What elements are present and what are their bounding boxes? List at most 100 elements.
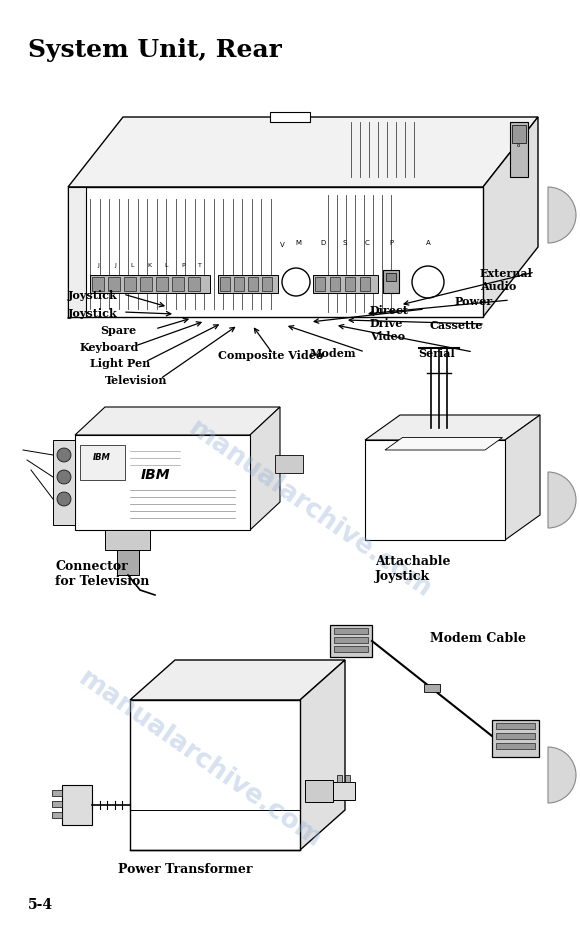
Bar [105,530,150,550]
Bar [52,801,62,807]
Bar [510,122,528,177]
Polygon shape [250,407,280,530]
Text: Attachable: Attachable [375,555,451,568]
Bar [365,440,505,540]
Bar [345,277,355,291]
Bar [218,275,278,293]
Text: P: P [389,240,393,246]
Text: Serial: Serial [418,348,455,359]
Bar [52,812,62,818]
Text: Modem: Modem [310,348,357,359]
Polygon shape [385,438,502,450]
Bar [52,790,62,796]
Bar [337,775,342,782]
Bar [334,628,368,634]
Text: for Television: for Television [55,575,150,588]
Text: External
Audio: External Audio [480,268,533,291]
Bar [75,435,250,530]
Polygon shape [75,407,280,435]
Bar [156,277,168,291]
Text: Composite Video: Composite Video [218,350,324,361]
Bar [68,187,86,317]
Bar [124,277,136,291]
Bar [172,277,184,291]
Text: Joystick: Joystick [68,290,118,301]
Bar [345,775,350,782]
Bar [262,277,272,291]
Bar [275,454,303,473]
Text: K: K [147,263,151,268]
Text: Modem Cable: Modem Cable [430,632,526,645]
Bar [68,187,483,317]
Polygon shape [300,660,345,850]
Circle shape [57,492,71,506]
Bar [234,277,244,291]
Text: J: J [114,263,116,268]
Text: Keyboard: Keyboard [80,342,139,353]
Text: C: C [365,240,369,246]
Wedge shape [548,187,576,243]
Bar [330,625,372,657]
Bar [53,440,75,525]
Bar [92,277,104,291]
Text: Power: Power [455,296,493,307]
Text: D: D [320,240,325,246]
Text: 5-4: 5-4 [28,898,53,912]
Bar [220,277,230,291]
Bar [270,112,310,122]
Text: Joystick: Joystick [375,570,430,583]
Text: manualarchive.com: manualarchive.com [74,666,327,854]
Text: Connector: Connector [55,560,128,573]
Text: IBM: IBM [93,452,111,462]
Bar [496,743,535,749]
Wedge shape [548,747,576,803]
Bar [62,785,92,825]
Text: Direct
Drive
Video: Direct Drive Video [370,305,409,341]
Bar [496,733,535,739]
Bar [424,684,440,692]
Text: IBM: IBM [140,468,170,482]
Polygon shape [68,117,538,187]
Bar [334,637,368,643]
Bar [330,277,340,291]
Bar [130,700,300,850]
Circle shape [412,266,444,298]
Text: o: o [516,143,520,148]
Text: Cassette: Cassette [430,320,483,331]
Text: T: T [198,263,202,268]
Polygon shape [130,660,345,700]
Bar [80,445,125,480]
Bar [496,723,535,729]
Circle shape [57,448,71,462]
Polygon shape [483,117,538,317]
Bar [140,277,152,291]
Bar [492,720,539,757]
Bar [512,125,526,143]
Bar [108,277,120,291]
Bar [90,275,210,293]
Text: Light Pen: Light Pen [90,358,150,369]
Polygon shape [505,415,540,540]
Bar [248,277,258,291]
Text: Television: Television [105,375,168,386]
Text: L: L [164,263,168,268]
Bar [334,646,368,652]
Text: System Unit, Rear: System Unit, Rear [28,38,282,62]
Bar [305,780,333,802]
Bar [313,275,378,293]
Bar [383,270,399,293]
Bar [117,550,139,575]
Circle shape [282,268,310,296]
Text: S: S [343,240,347,246]
Bar [333,782,355,800]
Bar [188,277,200,291]
Bar [386,273,396,281]
Text: Spare: Spare [100,325,136,336]
Wedge shape [548,472,576,528]
Text: V: V [280,242,284,248]
Text: A: A [426,240,430,246]
Circle shape [57,470,71,484]
Text: Power Transformer: Power Transformer [118,863,252,876]
Text: manualarchive.com: manualarchive.com [183,416,437,604]
Text: L: L [130,263,134,268]
